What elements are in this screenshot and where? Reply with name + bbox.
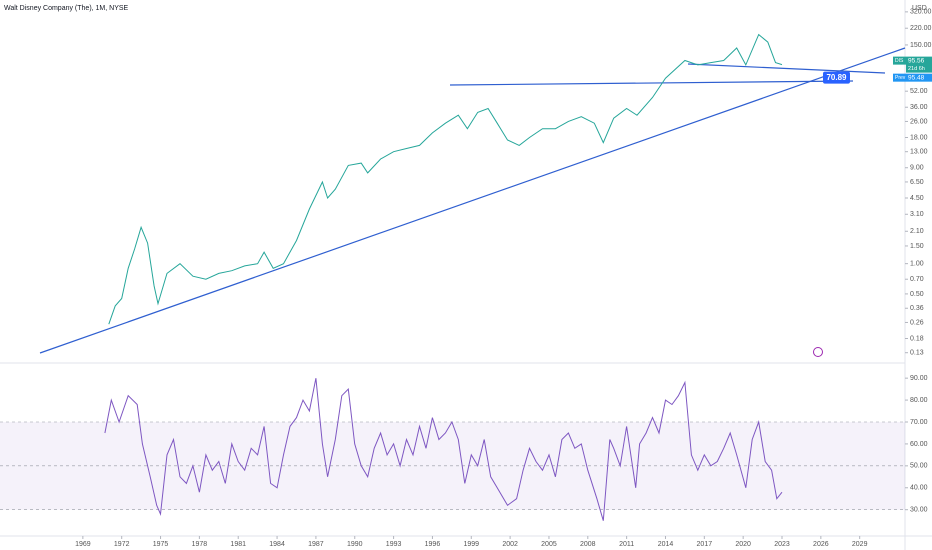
y-tick-label: 2.10 (910, 228, 924, 235)
y-tick-label: 0.70 (910, 276, 924, 283)
price-tag-name: DIS (895, 58, 904, 64)
x-tick-label: 2017 (697, 541, 713, 548)
y-tick-label: 26.00 (910, 118, 928, 125)
x-tick-label: 2008 (580, 541, 596, 548)
price-tag-box (906, 56, 932, 73)
x-tick-label: 2005 (541, 541, 557, 548)
x-tick-label: 2029 (852, 541, 868, 548)
y-tick-label: 0.13 (910, 350, 924, 357)
x-tick-label: 1978 (192, 541, 208, 548)
x-tick-label: 1987 (308, 541, 324, 548)
x-tick-label: 1996 (425, 541, 441, 548)
y-tick-label: 90.00 (910, 375, 928, 382)
y-tick-label: 18.00 (910, 134, 928, 141)
currency: USD (912, 5, 927, 12)
y-tick-label: 0.50 (910, 291, 924, 298)
y-tick-label: 0.26 (910, 319, 924, 326)
y-tick-label: 3.10 (910, 211, 924, 218)
y-tick-label: 9.00 (910, 165, 924, 172)
price-tag-name: Prev (895, 75, 906, 81)
event-icon[interactable] (813, 347, 823, 357)
y-tick-label: 50.00 (910, 463, 928, 470)
price-tag-value: 95.56 (908, 57, 925, 64)
chart-title: Walt Disney Company (The), 1M, NYSE (4, 5, 129, 12)
trendline (39, 47, 906, 354)
x-tick-label: 2026 (813, 541, 829, 548)
x-tick-label: 2011 (619, 541, 634, 548)
y-tick-label: 150.00 (910, 42, 932, 49)
y-tick-label: 6.50 (910, 179, 924, 186)
x-tick-label: 2002 (502, 541, 518, 548)
y-tick-label: 1.50 (910, 243, 924, 250)
x-tick-label: 2020 (735, 541, 751, 548)
y-tick-label: 320.00 (910, 9, 932, 16)
y-tick-label: 4.50 (910, 195, 924, 202)
x-tick-label: 1975 (153, 541, 169, 548)
price-tag-value: 95.48 (908, 74, 925, 81)
y-tick-label: 36.00 (910, 104, 928, 111)
annotation-label: 70.89 (826, 73, 847, 82)
y-tick-label: 40.00 (910, 485, 928, 492)
price-tag-countdown: 21d 6h (908, 66, 925, 72)
series-line (104, 378, 783, 521)
annotation-box (823, 71, 850, 84)
y-tick-label: 70.00 (910, 419, 928, 426)
series-line (108, 33, 783, 325)
y-tick-label: 1.00 (910, 260, 924, 267)
x-tick-label: 1993 (386, 541, 402, 548)
x-tick-label: 1981 (230, 541, 246, 548)
trendline (687, 63, 886, 74)
y-tick-label: 220.00 (910, 25, 932, 32)
trendline (449, 80, 854, 86)
y-tick-label: 60.00 (910, 441, 928, 448)
x-tick-label: 1990 (347, 541, 363, 548)
price-tag-name-box (893, 56, 906, 65)
x-tick-label: 2023 (774, 541, 790, 548)
y-tick-label: 52.00 (910, 88, 928, 95)
y-tick-label: 13.00 (910, 149, 928, 156)
x-tick-label: 1984 (269, 541, 285, 548)
x-tick-label: 1999 (463, 541, 479, 548)
x-tick-label: 1969 (75, 541, 91, 548)
x-tick-label: 1972 (114, 541, 130, 548)
price-tag-box (906, 73, 932, 82)
y-tick-label: 30.00 (910, 507, 928, 514)
y-tick-label: 0.36 (910, 305, 924, 312)
y-tick-label: 80.00 (910, 397, 928, 404)
y-tick-label: 0.18 (910, 335, 924, 342)
price-tag-name-box (893, 73, 906, 82)
x-tick-label: 2014 (658, 541, 674, 548)
